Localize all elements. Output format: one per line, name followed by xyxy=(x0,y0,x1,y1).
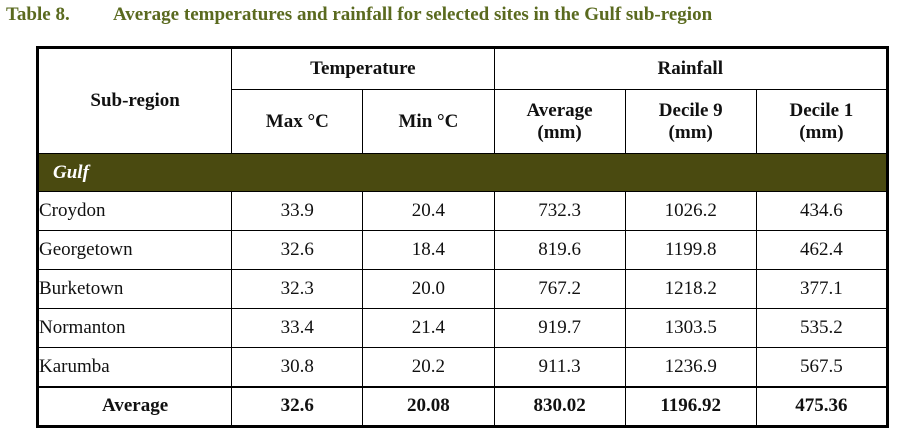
decile9-cell: 1218.2 xyxy=(624,269,757,309)
group-row: Gulf xyxy=(37,153,888,192)
max-temp-cell: 30.8 xyxy=(231,347,364,387)
table-title: Average temperatures and rainfall for se… xyxy=(113,4,713,25)
header-average: Average (mm) xyxy=(493,89,626,154)
header-decile1: Decile 1 (mm) xyxy=(755,89,889,154)
average-label: Average xyxy=(36,385,233,427)
table-caption: Table 8. Average temperatures and rainfal… xyxy=(6,4,712,26)
avg-rain-cell: 819.6 xyxy=(493,230,626,270)
header-max: Max °C xyxy=(231,89,364,154)
min-temp-cell: 20.4 xyxy=(362,191,495,231)
min-temp-cell: 20.0 xyxy=(362,269,495,309)
header-decile1-line2: (mm) xyxy=(799,121,844,143)
max-temp-cell: 32.6 xyxy=(231,230,364,270)
average-avg-rain: 830.02 xyxy=(493,385,626,427)
group-label: Gulf xyxy=(37,153,888,192)
average-decile9: 1196.92 xyxy=(624,385,757,427)
decile1-cell: 434.6 xyxy=(755,191,889,231)
table-row: Normanton 33.4 21.4 919.7 1303.5 535.2 xyxy=(36,308,889,348)
min-temp-cell: 18.4 xyxy=(362,230,495,270)
site-name: Croydon xyxy=(36,191,233,231)
site-name: Georgetown xyxy=(36,230,233,270)
decile9-cell: 1236.9 xyxy=(624,347,757,387)
header-rainfall: Rainfall xyxy=(493,47,888,90)
avg-rain-cell: 732.3 xyxy=(493,191,626,231)
decile9-cell: 1026.2 xyxy=(624,191,757,231)
table-row: Burketown 32.3 20.0 767.2 1218.2 377.1 xyxy=(36,269,889,309)
site-name: Normanton xyxy=(36,308,233,348)
header-decile1-line1: Decile 1 xyxy=(789,99,854,121)
average-decile1: 475.36 xyxy=(755,385,889,427)
max-temp-cell: 32.3 xyxy=(231,269,364,309)
data-table: Sub-region Temperature Rainfall Max °C M… xyxy=(36,46,889,428)
site-name: Karumba xyxy=(36,347,233,387)
average-max-temp: 32.6 xyxy=(231,385,364,427)
decile1-cell: 462.4 xyxy=(755,230,889,270)
max-temp-cell: 33.4 xyxy=(231,308,364,348)
avg-rain-cell: 919.7 xyxy=(493,308,626,348)
site-name: Burketown xyxy=(36,269,233,309)
decile1-cell: 535.2 xyxy=(755,308,889,348)
avg-rain-cell: 911.3 xyxy=(493,347,626,387)
average-row: Average 32.6 20.08 830.02 1196.92 475.36 xyxy=(36,385,889,427)
header-subregion: Sub-region xyxy=(36,47,233,154)
table-row: Croydon 33.9 20.4 732.3 1026.2 434.6 xyxy=(36,191,889,231)
table-row: Karumba 30.8 20.2 911.3 1236.9 567.5 xyxy=(36,347,889,387)
header-average-line2: (mm) xyxy=(537,121,582,143)
header-average-line1: Average xyxy=(526,99,593,121)
header-decile9-line1: Decile 9 xyxy=(658,99,723,121)
average-min-temp: 20.08 xyxy=(362,385,495,427)
decile1-cell: 377.1 xyxy=(755,269,889,309)
header-temperature: Temperature xyxy=(231,47,495,90)
header-min: Min °C xyxy=(362,89,495,154)
min-temp-cell: 20.2 xyxy=(362,347,495,387)
min-temp-cell: 21.4 xyxy=(362,308,495,348)
table-row: Georgetown 32.6 18.4 819.6 1199.8 462.4 xyxy=(36,230,889,270)
decile9-cell: 1199.8 xyxy=(624,230,757,270)
table-number: Table 8. xyxy=(6,4,70,25)
decile9-cell: 1303.5 xyxy=(624,308,757,348)
avg-rain-cell: 767.2 xyxy=(493,269,626,309)
header-decile9: Decile 9 (mm) xyxy=(624,89,757,154)
max-temp-cell: 33.9 xyxy=(231,191,364,231)
decile1-cell: 567.5 xyxy=(755,347,889,387)
header-decile9-line2: (mm) xyxy=(668,121,713,143)
